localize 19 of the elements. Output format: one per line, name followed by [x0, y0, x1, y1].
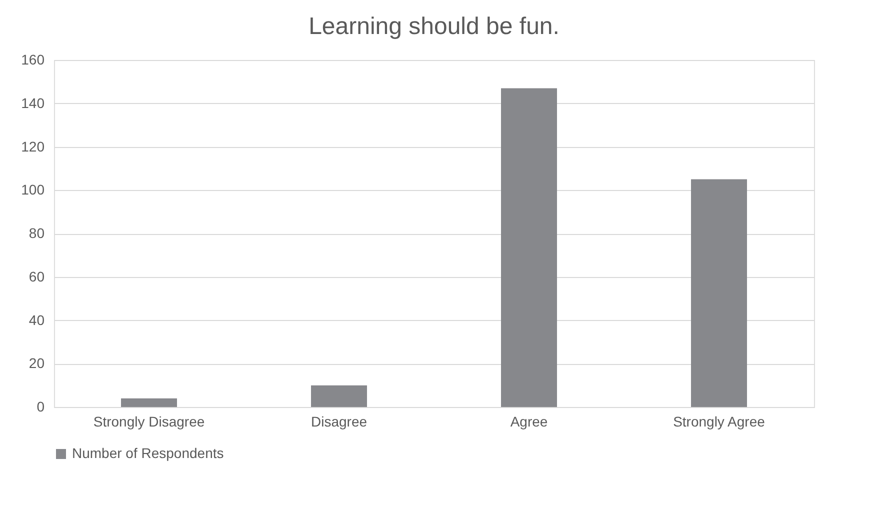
bar	[691, 179, 747, 407]
y-tick-label: 0	[36, 398, 45, 414]
y-tick-label: 20	[28, 355, 45, 372]
y-tick-label: 40	[28, 312, 45, 328]
x-tick-label: Strongly Agree	[673, 414, 766, 430]
x-tick-label: Disagree	[310, 414, 368, 430]
y-tick-label: 160	[21, 52, 45, 68]
bar	[311, 385, 367, 407]
y-tick-label: 80	[28, 225, 45, 241]
bar	[501, 88, 557, 407]
x-tick-label: Agree	[510, 414, 548, 430]
y-tick-label: 120	[21, 138, 45, 154]
bar	[121, 398, 177, 407]
y-tick-label: 140	[21, 94, 45, 111]
x-tick-label: Strongly Disagree	[93, 414, 205, 430]
y-tick-label: 60	[28, 268, 45, 284]
y-tick-label: 100	[21, 182, 45, 198]
legend-label: Number of Respondents	[72, 445, 224, 461]
chart-title: Learning should be fun.	[308, 13, 560, 40]
